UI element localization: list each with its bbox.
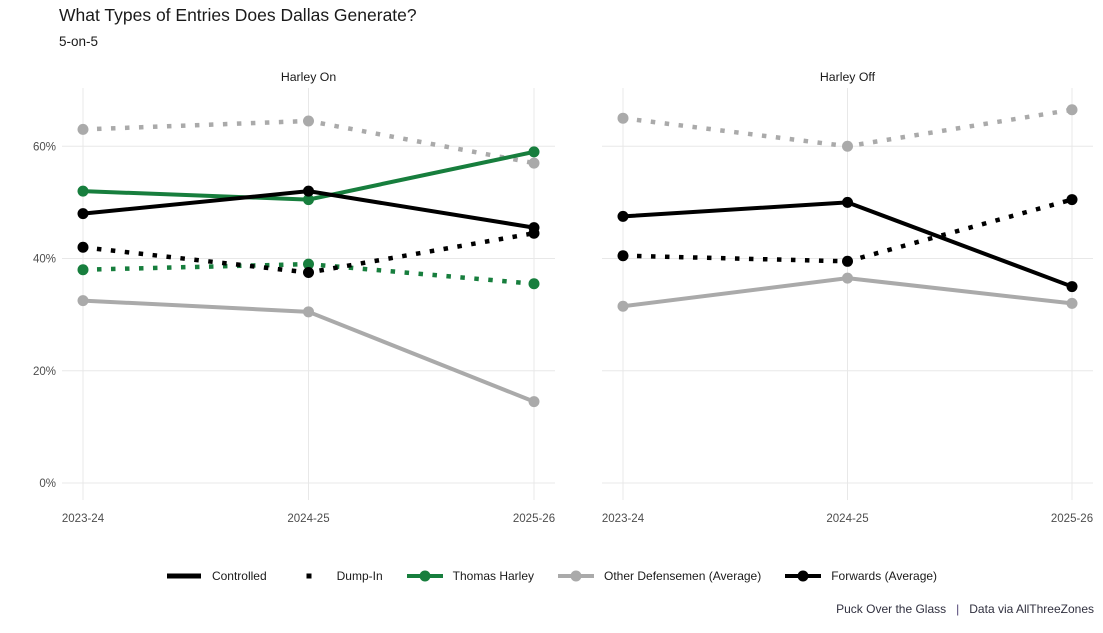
data-point [303, 306, 314, 318]
data-point [77, 241, 89, 253]
data-point [617, 300, 629, 312]
footer-credit: Puck Over the Glass [836, 602, 947, 616]
data-point [842, 255, 853, 267]
data-point [528, 146, 540, 158]
y-tick-label: 0% [39, 478, 56, 490]
data-point [528, 278, 540, 290]
data-point [77, 295, 89, 307]
series-forwards-average-controlled [617, 196, 1078, 293]
legend-item-dump-in: Dump-In [291, 569, 383, 583]
chart-legend: Controlled Dump-In Thomas Harley Other Defe… [0, 569, 1103, 583]
legend-label: Forwards (Average) [831, 569, 938, 583]
series-other-defensemen-average-dump-in [617, 104, 1078, 152]
legend-item-forwards-average: Forwards (Average) [785, 569, 937, 583]
data-point [1066, 194, 1078, 206]
data-point [303, 194, 314, 206]
panel-harley-on: Harley On 2023-24 2024-25 2025-26 0% 20% 40% 60… [33, 70, 555, 525]
legend-item-other-defensemen-average: Other Defensemen (Average) [558, 569, 761, 583]
data-point [528, 396, 540, 408]
legend-label: Controlled [211, 569, 267, 583]
x-tick-label: 2023-24 [602, 513, 645, 525]
data-point [77, 185, 89, 197]
x-tick-label: 2024-25 [287, 513, 329, 525]
x-tick-label: 2025-26 [1051, 513, 1093, 525]
data-point [1066, 104, 1078, 116]
page-title: What Types of Entries Does Dallas Genera… [59, 5, 417, 25]
series-other-defensemen-average-controlled [77, 295, 540, 408]
data-point [1066, 281, 1078, 293]
data-point [303, 258, 314, 270]
legend-swatch-line-circle-icon [558, 570, 595, 582]
legend-swatch-solid-line-icon [166, 573, 201, 579]
data-point [617, 112, 629, 124]
chart-footer: Puck Over the Glass | Data via AllThreeZon… [836, 602, 1094, 616]
x-tick-label: 2025-26 [513, 513, 555, 525]
data-point [303, 115, 314, 127]
panel-harley-off: Harley Off 2023-24 2024-25 2025-26 [602, 70, 1093, 525]
data-point [528, 227, 540, 239]
gridlines [62, 88, 555, 500]
data-point [77, 123, 89, 135]
legend-label: Dump-In [336, 569, 383, 583]
series-thomas-harley-dump-in [77, 258, 540, 290]
y-tick-label: 20% [33, 366, 56, 378]
data-point [842, 272, 853, 284]
footer-source: Data via AllThreeZones [969, 602, 1094, 616]
data-point [1066, 297, 1078, 309]
series-thomas-harley-controlled [77, 146, 540, 206]
data-point [303, 185, 314, 197]
y-tick-label: 60% [33, 141, 56, 153]
page-subtitle: 5-on-5 [59, 34, 99, 49]
data-point [528, 157, 540, 169]
legend-swatch-dot-icon [306, 573, 312, 579]
legend-label: Other Defensemen (Average) [604, 569, 762, 583]
series-other-defensemen-average-controlled [617, 272, 1078, 312]
data-point [303, 267, 314, 279]
data-point [617, 250, 629, 262]
data-point [842, 196, 853, 208]
legend-swatch-line-circle-icon [785, 570, 822, 582]
legend-item-controlled: Controlled [166, 569, 267, 583]
y-tick-label: 40% [33, 254, 56, 266]
data-point [77, 208, 89, 220]
x-tick-label: 2024-25 [826, 513, 868, 525]
legend-label: Thomas Harley [452, 569, 535, 583]
panel-title: Harley Off [820, 70, 876, 84]
series-other-defensemen-average-dump-in [77, 115, 540, 169]
x-tick-label: 2023-24 [62, 513, 105, 525]
series-forwards-average-dump-in [77, 227, 540, 279]
data-point [617, 210, 629, 222]
footer-separator: | [956, 602, 960, 616]
data-point [842, 140, 853, 152]
legend-item-thomas-harley: Thomas Harley [406, 569, 535, 583]
panel-title: Harley On [281, 70, 337, 84]
data-point [77, 264, 89, 276]
series-forwards-average-dump-in [617, 194, 1078, 267]
legend-swatch-line-circle-icon [406, 570, 443, 582]
